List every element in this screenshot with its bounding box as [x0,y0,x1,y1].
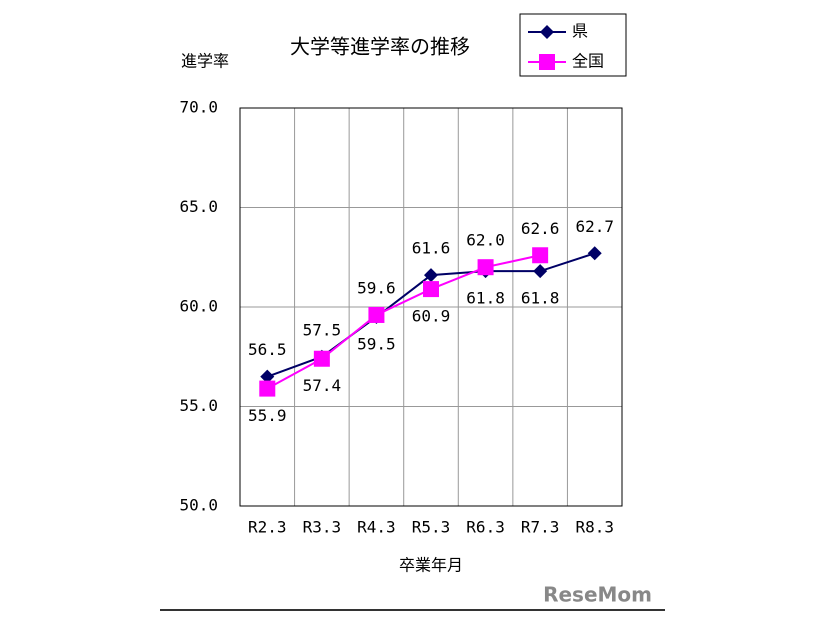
data-label: 61.6 [412,239,451,258]
y-tick-label: 60.0 [179,297,218,316]
data-point [368,306,385,323]
y-tick-label: 50.0 [179,496,218,515]
x-tick-label: R6.3 [466,518,505,537]
data-point [424,268,438,283]
x-axis-label: 卒業年月 [399,556,463,575]
data-label: 59.5 [357,334,396,353]
y-tick-label: 70.0 [179,98,218,117]
x-tick-label: R4.3 [357,518,396,537]
data-label: 59.6 [357,278,396,297]
data-label: 57.5 [303,320,342,339]
data-point [477,259,494,276]
y-tick-label: 65.0 [179,197,218,216]
data-label: 61.8 [521,289,560,308]
legend-box [519,13,627,77]
data-point [533,264,548,279]
data-point [259,380,276,397]
y-axis-label: 進学率 [181,52,229,71]
data-label: 60.9 [412,307,451,326]
x-tick-label: R8.3 [575,518,614,537]
watermark: ReseMom [543,583,652,607]
data-point [260,369,275,384]
data-label: 62.0 [466,231,505,250]
data-label: 55.9 [248,406,287,425]
data-label: 62.6 [521,219,560,238]
data-point [587,246,602,261]
data-label: 62.7 [575,217,614,236]
data-label: 61.8 [466,289,505,308]
data-label: 57.4 [303,376,342,395]
legend-marker [540,25,554,39]
data-label: 56.5 [248,340,287,359]
data-point [423,281,439,298]
plot-frame [239,107,623,507]
x-tick-label: R5.3 [412,518,451,537]
legend-marker [539,54,555,70]
y-tick-label: 55.0 [179,396,218,415]
data-point [532,247,549,264]
data-point [313,350,330,367]
series-line [266,254,541,390]
x-tick-label: R7.3 [521,518,560,537]
legend-label: 全国 [572,52,604,71]
chart-title: 大学等進学率の推移 [290,35,470,59]
x-tick-label: R3.3 [303,518,342,537]
x-tick-label: R2.3 [248,518,287,537]
legend-label: 県 [572,22,588,41]
